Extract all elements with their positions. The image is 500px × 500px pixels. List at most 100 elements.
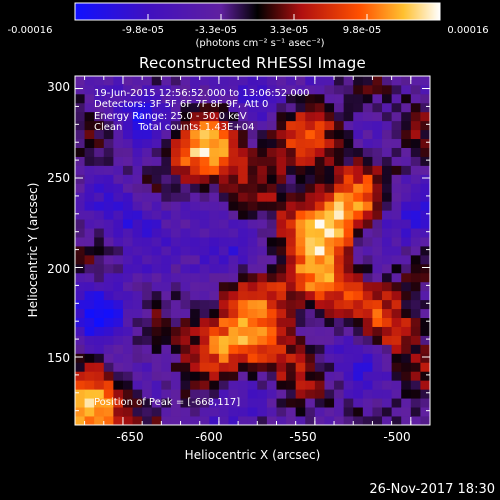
heatmap-cell (305, 228, 316, 238)
heatmap-cell (257, 308, 268, 319)
heatmap-cell (122, 335, 133, 345)
heatmap-cell (122, 371, 133, 381)
heatmap-cell (209, 102, 220, 113)
heatmap-cell (132, 353, 143, 363)
heatmap-cell (218, 192, 229, 202)
heatmap-cell (238, 147, 249, 157)
heatmap-cell (324, 120, 335, 131)
heatmap-cell (238, 281, 249, 292)
heatmap-cell (286, 326, 297, 336)
heatmap-cell (132, 272, 143, 283)
heatmap-cell (305, 398, 316, 408)
heatmap-cell (132, 120, 143, 131)
heatmap-cell (161, 326, 172, 336)
heatmap-cell (391, 407, 402, 417)
heatmap-plot (74, 75, 431, 426)
heatmap-cell (353, 246, 364, 256)
heatmap-cell (314, 353, 325, 363)
heatmap-cell (113, 219, 124, 229)
heatmap-cell (343, 389, 354, 399)
heatmap-cell (343, 407, 354, 417)
heatmap-cell (103, 389, 114, 399)
heatmap-cell (228, 129, 239, 140)
heatmap-cell (343, 299, 354, 310)
heatmap-cell (257, 317, 268, 327)
heatmap-cell (180, 317, 191, 327)
heatmap-cell (151, 317, 162, 327)
heatmap-cell (113, 174, 124, 184)
heatmap-cell (305, 84, 316, 95)
heatmap-cell (218, 371, 229, 381)
heatmap-cell (142, 272, 153, 283)
heatmap-cell (170, 407, 181, 417)
heatmap-cell (180, 326, 191, 336)
heatmap-cell (228, 192, 239, 202)
heatmap-cell (218, 129, 229, 140)
heatmap-cell (391, 263, 402, 274)
heatmap-cell (122, 362, 133, 372)
heatmap-cell (132, 219, 143, 229)
heatmap-cell (382, 335, 393, 345)
heatmap-cell (113, 201, 124, 211)
heatmap-cell (209, 335, 220, 345)
heatmap-cell (209, 407, 220, 417)
heatmap-cell (286, 76, 297, 86)
heatmap-cell (257, 183, 268, 193)
heatmap-cell (94, 308, 105, 319)
heatmap-cell (113, 84, 124, 95)
heatmap-cell (353, 210, 364, 220)
heatmap-cell (334, 281, 345, 292)
heatmap-cell (314, 228, 325, 238)
heatmap-cell (295, 299, 306, 310)
heatmap-cell (314, 416, 325, 426)
heatmap-cell (75, 398, 85, 408)
heatmap-cell (238, 138, 249, 148)
heatmap-cell (372, 219, 383, 229)
heatmap-cell (420, 165, 431, 175)
heatmap-cell (324, 353, 335, 363)
heatmap-cell (94, 344, 105, 354)
heatmap-cell (94, 156, 105, 166)
heatmap-cell (103, 201, 114, 211)
heatmap-cell (151, 165, 162, 175)
heatmap-cell (382, 290, 393, 301)
heatmap-cell (410, 183, 421, 193)
heatmap-cell (132, 416, 143, 426)
heatmap-cell (103, 398, 114, 408)
heatmap-cell (218, 272, 229, 283)
heatmap-cell (372, 165, 383, 175)
heatmap-cell (314, 344, 325, 354)
heatmap-cell (257, 138, 268, 148)
heatmap-cell (286, 389, 297, 399)
heatmap-cell (84, 254, 95, 265)
heatmap-cell (324, 183, 335, 193)
heatmap-cell (199, 299, 210, 310)
x-tick-label: -650 (116, 430, 144, 444)
heatmap-cell (372, 308, 383, 319)
y-tick-label: 300 (47, 80, 70, 94)
heatmap-cell (343, 326, 354, 336)
heatmap-cell (190, 272, 201, 283)
heatmap-cell (334, 129, 345, 140)
heatmap-cell (122, 353, 133, 363)
heatmap-cell (372, 344, 383, 354)
heatmap-cell (276, 272, 287, 283)
heatmap-cell (199, 317, 210, 327)
heatmap-cell (401, 219, 412, 229)
heatmap-cell (151, 335, 162, 345)
heatmap-cell (410, 272, 421, 283)
heatmap-cell (209, 183, 220, 193)
heatmap-cell (410, 219, 421, 229)
heatmap-cell (410, 192, 421, 202)
heatmap-cell (238, 380, 249, 390)
heatmap-cell (295, 308, 306, 319)
heatmap-cell (334, 93, 345, 104)
heatmap-cell (180, 192, 191, 202)
heatmap-cell (382, 272, 393, 283)
heatmap-cell (209, 210, 220, 220)
heatmap-cell (94, 93, 105, 104)
heatmap-cell (170, 174, 181, 184)
heatmap-cell (151, 120, 162, 131)
heatmap-cell (391, 138, 402, 148)
heatmap-cell (199, 335, 210, 345)
